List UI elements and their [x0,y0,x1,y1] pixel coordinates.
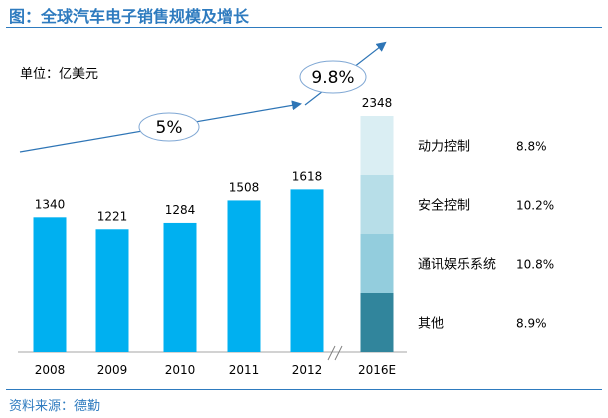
value-label-2011: 1508 [229,180,260,194]
growth-rate-label: 9.8% [311,68,354,88]
legend-share: 8.9% [516,317,547,331]
legend-label: 其他 [418,317,444,332]
page-title: 图：全球汽车电子销售规模及增长 [9,7,250,26]
category-label-2011: 2011 [229,363,260,377]
axis-break-mark [327,345,336,361]
bar-2008 [33,217,67,352]
legend-label: 安全控制 [418,198,470,214]
growth-rate-label: 5% [156,118,183,138]
legend-share: 10.8% [516,258,554,272]
title-divider [6,27,602,28]
category-label-2016E: 2016E [358,363,396,377]
growth-bubble [138,112,200,142]
bar-2010 [163,222,197,352]
value-label-2012: 1618 [292,169,323,183]
category-label-2009: 2009 [97,363,128,377]
value-label-2010: 1284 [165,203,196,217]
category-label-2012: 2012 [292,363,323,377]
category-label-2008: 2008 [35,363,66,377]
legend-label: 动力控制 [418,140,470,155]
legend-share: 8.8% [516,140,547,154]
source-divider [6,389,602,390]
source-note: 资料来源：德勤 [9,399,101,414]
axis-break-mark [334,345,343,361]
bar-2012 [290,189,324,352]
value-label-2008: 1340 [35,197,66,211]
bar-2011 [227,200,261,352]
legend-share: 10.2% [516,199,554,213]
stack-segment [360,175,394,234]
bar-2009 [95,229,129,352]
growth-bubble [299,60,367,94]
value-label-2016E: 2348 [362,96,393,110]
value-label-2009: 1221 [97,209,128,223]
stack-segment [360,293,394,352]
unit-label: 单位：亿美元 [20,67,98,82]
legend-label: 通讯娱乐系统 [418,258,496,273]
stack-segment [360,234,394,293]
category-label-2010: 2010 [165,363,196,377]
stack-segment [360,116,394,175]
